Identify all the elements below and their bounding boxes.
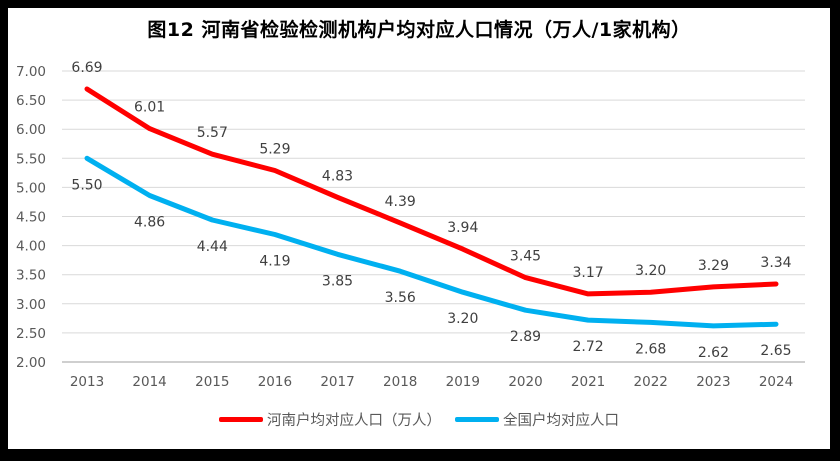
x-tick-label: 2018 [383, 374, 417, 390]
data-label: 3.34 [760, 255, 791, 271]
data-label: 4.44 [197, 239, 228, 255]
chart-title: 图12 河南省检验检测机构户均对应人口情况（万人/1家机构） [147, 19, 691, 41]
data-label: 3.45 [510, 249, 541, 265]
data-label: 3.20 [447, 311, 478, 327]
data-label: 3.56 [385, 290, 416, 306]
y-tick-label: 3.00 [16, 297, 46, 313]
henan-legend-label: 河南户均对应人口（万人） [267, 413, 441, 429]
data-label: 4.39 [385, 194, 416, 210]
data-label: 6.69 [71, 60, 102, 76]
data-label: 5.29 [259, 142, 290, 158]
y-tick-label: 6.00 [16, 122, 46, 138]
data-label: 5.57 [197, 125, 228, 141]
x-tick-label: 2023 [696, 374, 730, 390]
data-label: 5.50 [71, 177, 102, 193]
data-label: 2.62 [698, 345, 729, 361]
series-line-0 [84, 86, 779, 297]
data-label: 2.89 [510, 329, 541, 345]
x-tick-label: 2021 [571, 374, 605, 390]
series-line-1 [84, 155, 779, 329]
data-label: 4.19 [259, 254, 290, 270]
x-tick-label: 2020 [508, 374, 542, 390]
chart-legend: 河南户均对应人口（万人） 全国户均对应人口 [8, 409, 830, 430]
data-label: 6.01 [134, 100, 165, 116]
data-label: 4.83 [322, 168, 353, 184]
data-label: 2.65 [760, 343, 791, 359]
data-label: 2.72 [573, 339, 604, 355]
y-tick-label: 4.50 [16, 210, 46, 226]
legend-item-national: 全国户均对应人口 [455, 409, 619, 430]
y-tick-label: 6.50 [16, 93, 46, 109]
data-label: 3.17 [573, 265, 604, 281]
national-legend-label: 全国户均对应人口 [503, 413, 619, 429]
x-tick-label: 2022 [634, 374, 668, 390]
y-tick-label: 3.50 [16, 268, 46, 284]
data-label: 3.85 [322, 273, 353, 289]
y-tick-label: 5.00 [16, 180, 46, 196]
x-tick-label: 2024 [759, 374, 793, 390]
data-label: 3.94 [447, 220, 478, 236]
y-tick-label: 4.00 [16, 239, 46, 255]
data-label: 4.86 [134, 215, 165, 231]
data-label: 3.29 [698, 258, 729, 274]
y-tick-label: 5.50 [16, 151, 46, 167]
data-label: 3.20 [635, 263, 666, 279]
legend-item-henan: 河南户均对应人口（万人） [219, 409, 441, 430]
y-tick-label: 2.00 [16, 355, 46, 371]
chart-figure: 图12 河南省检验检测机构户均对应人口情况（万人/1家机构） 7.00 6.50 6… [8, 8, 830, 449]
henan-line-swatch [219, 417, 263, 422]
y-tick-label: 7.00 [16, 64, 46, 80]
x-tick-label: 2013 [70, 374, 104, 390]
y-tick-label: 2.50 [16, 326, 46, 342]
chart-plot: 7.00 6.50 6.00 5.50 5.00 4.50 4.00 3.50 3.00 2.50… [16, 60, 805, 390]
x-tick-label: 2014 [132, 374, 166, 390]
x-tick-label: 2017 [320, 374, 354, 390]
national-line-swatch [455, 417, 499, 422]
x-tick-label: 2015 [195, 374, 229, 390]
data-label: 2.68 [635, 341, 666, 357]
x-tick-label: 2019 [446, 374, 480, 390]
x-tick-label: 2016 [258, 374, 292, 390]
